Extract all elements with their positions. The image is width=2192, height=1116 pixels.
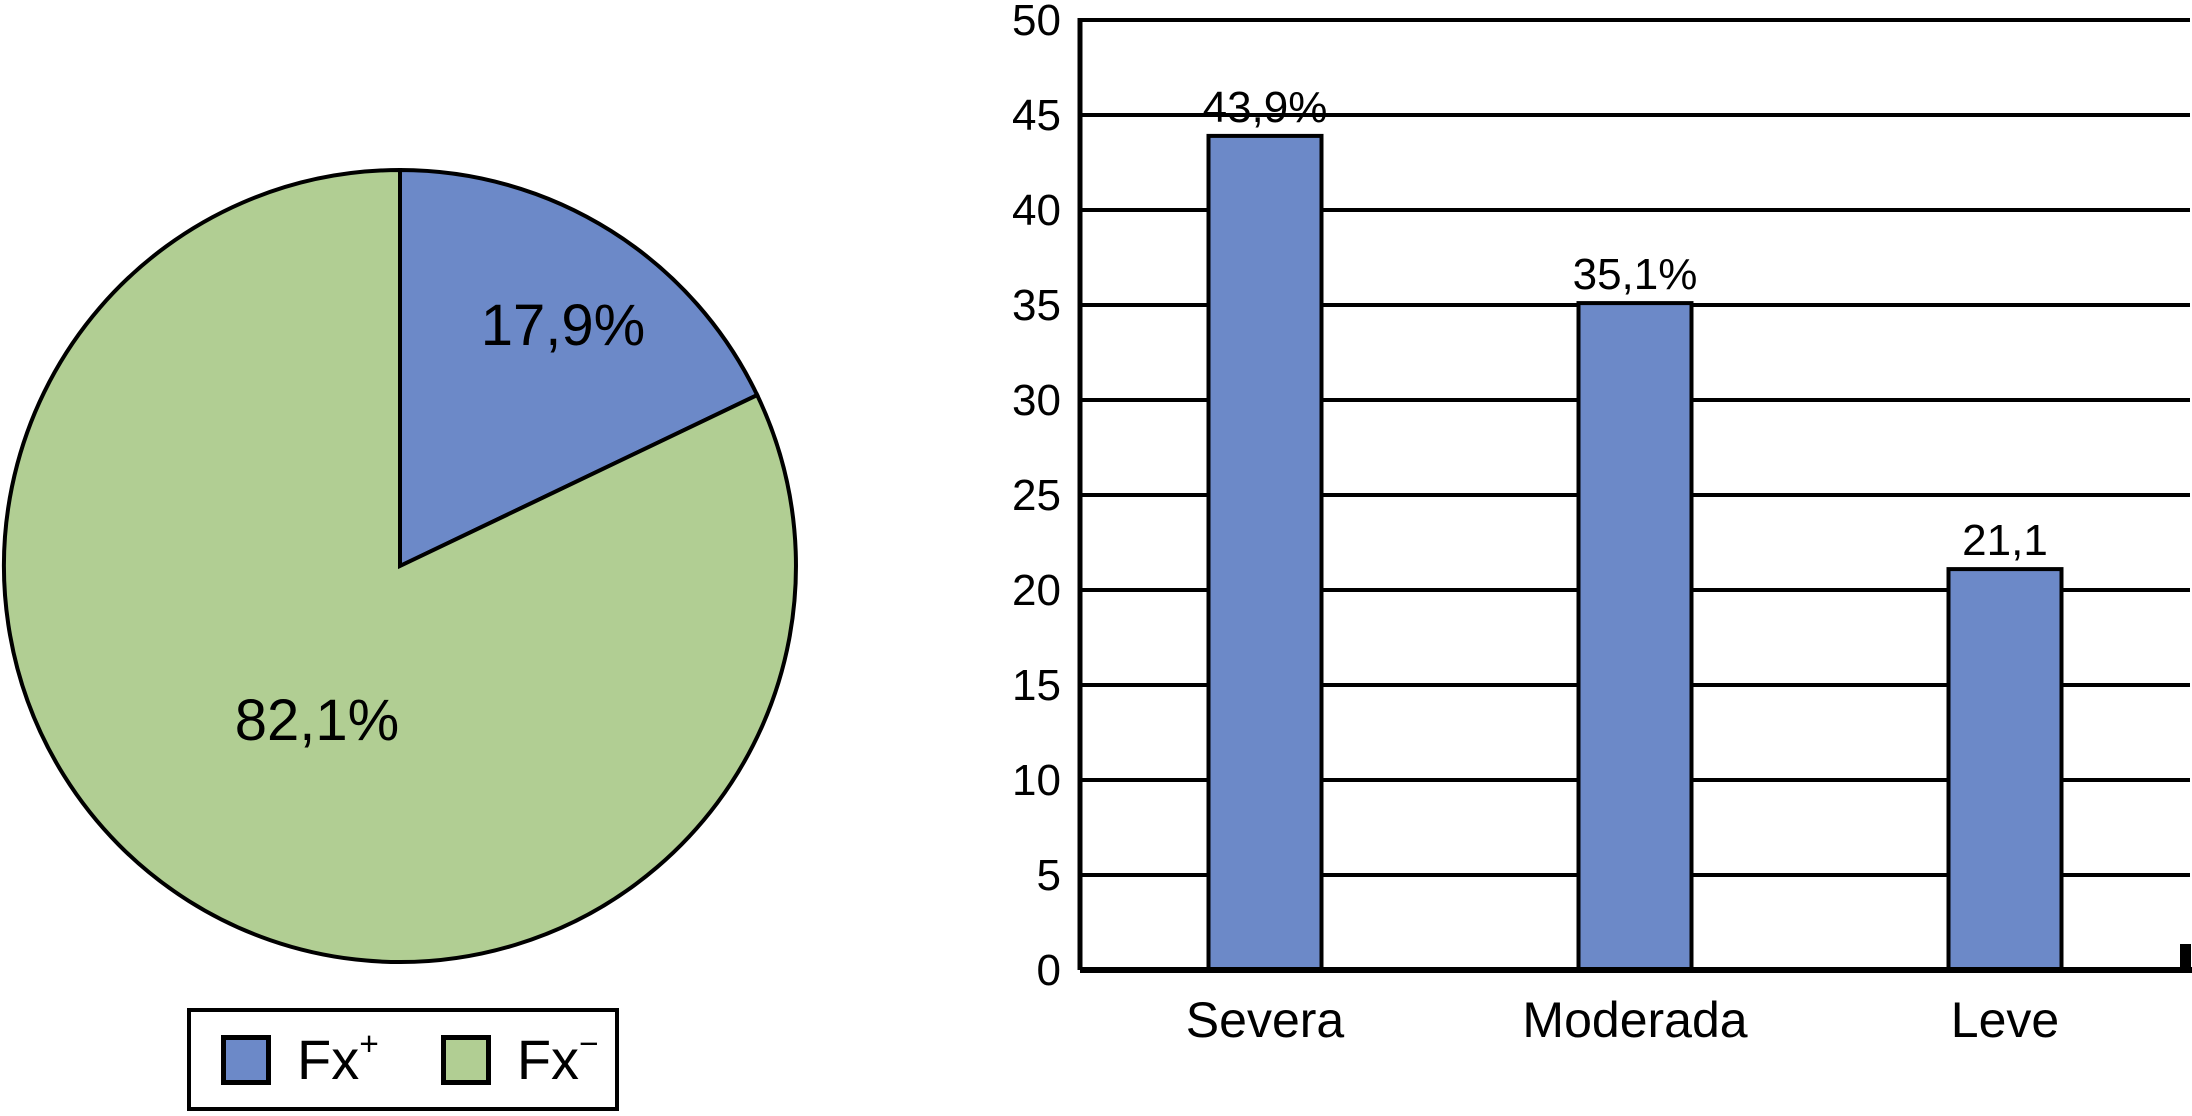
bar-value-label: 35,1% — [1573, 250, 1698, 299]
bar-leve — [1946, 567, 2064, 972]
legend-label-base: Fx — [516, 1027, 580, 1091]
y-tick-label: 5 — [1037, 851, 1061, 900]
x-category-label: Leve — [1951, 992, 2059, 1048]
legend-item-fx-negative: Fx− — [440, 1028, 599, 1088]
legend-label-sup: + — [359, 1025, 379, 1063]
x-category-label: Severa — [1186, 992, 1345, 1048]
y-tick-label: 25 — [1012, 471, 1061, 520]
legend-swatch-fx-positive — [221, 1034, 271, 1085]
legend-item-fx-positive: Fx+ — [221, 1028, 379, 1088]
pie-slice-fx-positive — [398, 167, 760, 570]
pie-slice-label-fx-negative: 82,1% — [235, 688, 399, 753]
y-tick-label: 45 — [1012, 91, 1061, 140]
y-tick-label: 10 — [1012, 756, 1061, 805]
y-tick-label: 20 — [1012, 566, 1061, 615]
pie-chart: 17,9% 82,1% — [1, 167, 798, 964]
legend-label-fx-positive: Fx+ — [297, 1028, 379, 1088]
y-tick-label: 0 — [1037, 946, 1061, 995]
legend-label-sup: − — [579, 1025, 599, 1063]
bar-value-label: 43,9% — [1203, 83, 1328, 132]
y-tick-label: 30 — [1012, 376, 1061, 425]
legend-swatch-fx-negative — [440, 1034, 491, 1085]
y-tick-label: 50 — [1012, 0, 1061, 45]
legend-label-fx-negative: Fx− — [517, 1028, 599, 1088]
pie-slice-label-fx-positive: 17,9% — [481, 293, 645, 358]
pie-slice-fx-negative — [1, 167, 798, 964]
legend-label-base: Fx — [297, 1027, 360, 1091]
bar-severa — [1206, 133, 1324, 972]
y-tick-label: 35 — [1012, 281, 1061, 330]
bar-value-label: 21,1 — [1962, 516, 2048, 565]
pie-legend: Fx+ Fx− — [187, 1008, 619, 1111]
y-tick-label: 15 — [1012, 661, 1061, 710]
bar-chart: 0 5 10 15 20 25 30 35 40 45 50 43,9% Severa 35,1% Mode… — [1012, 0, 2192, 1048]
axis-end-mark — [2180, 944, 2191, 970]
bar-moderada — [1576, 301, 1694, 973]
x-category-label: Moderada — [1522, 992, 1747, 1048]
y-tick-label: 40 — [1012, 186, 1061, 235]
